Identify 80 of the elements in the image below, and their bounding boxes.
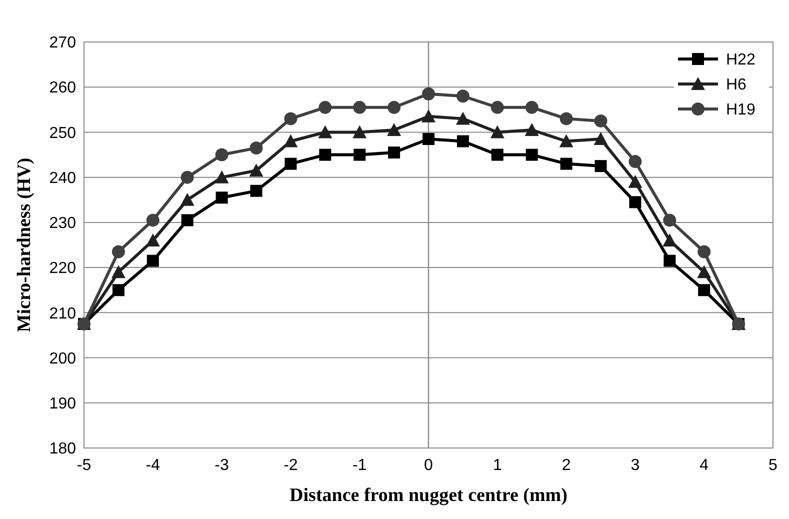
point xyxy=(422,87,435,100)
point xyxy=(112,284,124,296)
point xyxy=(663,214,676,227)
point xyxy=(146,214,160,227)
y-tick-label: 270 xyxy=(49,34,76,52)
x-tick-label: 4 xyxy=(700,457,709,474)
point xyxy=(559,134,574,148)
point xyxy=(456,112,470,125)
point xyxy=(456,90,470,103)
x-axis-title: Distance from nugget centre (mm) xyxy=(290,485,568,506)
point xyxy=(216,192,228,204)
point xyxy=(662,233,677,246)
y-tick-label: 210 xyxy=(49,305,76,322)
y-tick-label: 220 xyxy=(49,260,76,278)
point xyxy=(284,112,298,126)
y-axis-title: Micro-hardness (HV) xyxy=(14,158,35,332)
point xyxy=(594,132,608,145)
point xyxy=(180,192,194,206)
point xyxy=(250,142,263,154)
point xyxy=(111,265,126,278)
point xyxy=(628,155,642,168)
y-tick-label: 180 xyxy=(49,440,76,458)
point xyxy=(387,122,402,136)
point xyxy=(560,112,573,126)
x-tick-label: -5 xyxy=(76,457,92,474)
point xyxy=(214,170,229,184)
y-tick-label: 240 xyxy=(49,170,76,187)
x-tick-label: 3 xyxy=(630,457,640,474)
x-tick-label: 1 xyxy=(492,457,502,474)
point xyxy=(146,254,159,267)
point xyxy=(180,170,194,184)
x-tick-label: -4 xyxy=(146,457,160,474)
point xyxy=(284,158,297,170)
legend-label: H22 xyxy=(726,52,756,69)
point xyxy=(318,100,332,114)
point xyxy=(112,245,125,258)
point xyxy=(318,125,332,138)
point xyxy=(388,146,400,159)
point xyxy=(491,148,504,161)
point xyxy=(698,245,711,258)
point xyxy=(629,196,642,208)
y-tick-label: 260 xyxy=(49,80,76,97)
x-tick-label: -1 xyxy=(352,457,367,474)
x-tick-label: 2 xyxy=(562,457,571,474)
point xyxy=(388,100,401,114)
point xyxy=(525,100,538,114)
point xyxy=(319,148,332,161)
point xyxy=(490,100,504,114)
x-tick-label: 5 xyxy=(768,457,778,474)
y-tick-label: 250 xyxy=(49,124,76,142)
x-tick-label: -2 xyxy=(284,457,298,474)
point xyxy=(594,160,607,172)
point xyxy=(490,125,504,138)
point xyxy=(284,134,298,148)
point xyxy=(352,125,367,138)
point xyxy=(422,109,436,122)
point xyxy=(524,122,539,136)
point xyxy=(249,164,264,177)
point xyxy=(353,100,366,114)
legend-label: H6 xyxy=(726,76,747,94)
point xyxy=(698,284,710,296)
y-tick-label: 230 xyxy=(49,215,76,232)
legend-label: H19 xyxy=(726,102,756,119)
point xyxy=(181,214,194,226)
point xyxy=(354,148,366,161)
x-tick-label: 0 xyxy=(424,457,434,474)
point xyxy=(422,132,434,145)
x-tick-label: -3 xyxy=(214,457,230,474)
point xyxy=(146,233,160,246)
y-tick-label: 190 xyxy=(49,395,76,412)
point xyxy=(697,265,712,278)
point xyxy=(215,148,228,162)
point xyxy=(664,254,676,267)
point xyxy=(628,174,642,188)
point xyxy=(526,148,538,161)
point xyxy=(456,135,469,148)
point xyxy=(560,158,572,170)
point xyxy=(594,114,608,128)
y-tick-label: 200 xyxy=(49,350,76,368)
point xyxy=(250,184,262,197)
